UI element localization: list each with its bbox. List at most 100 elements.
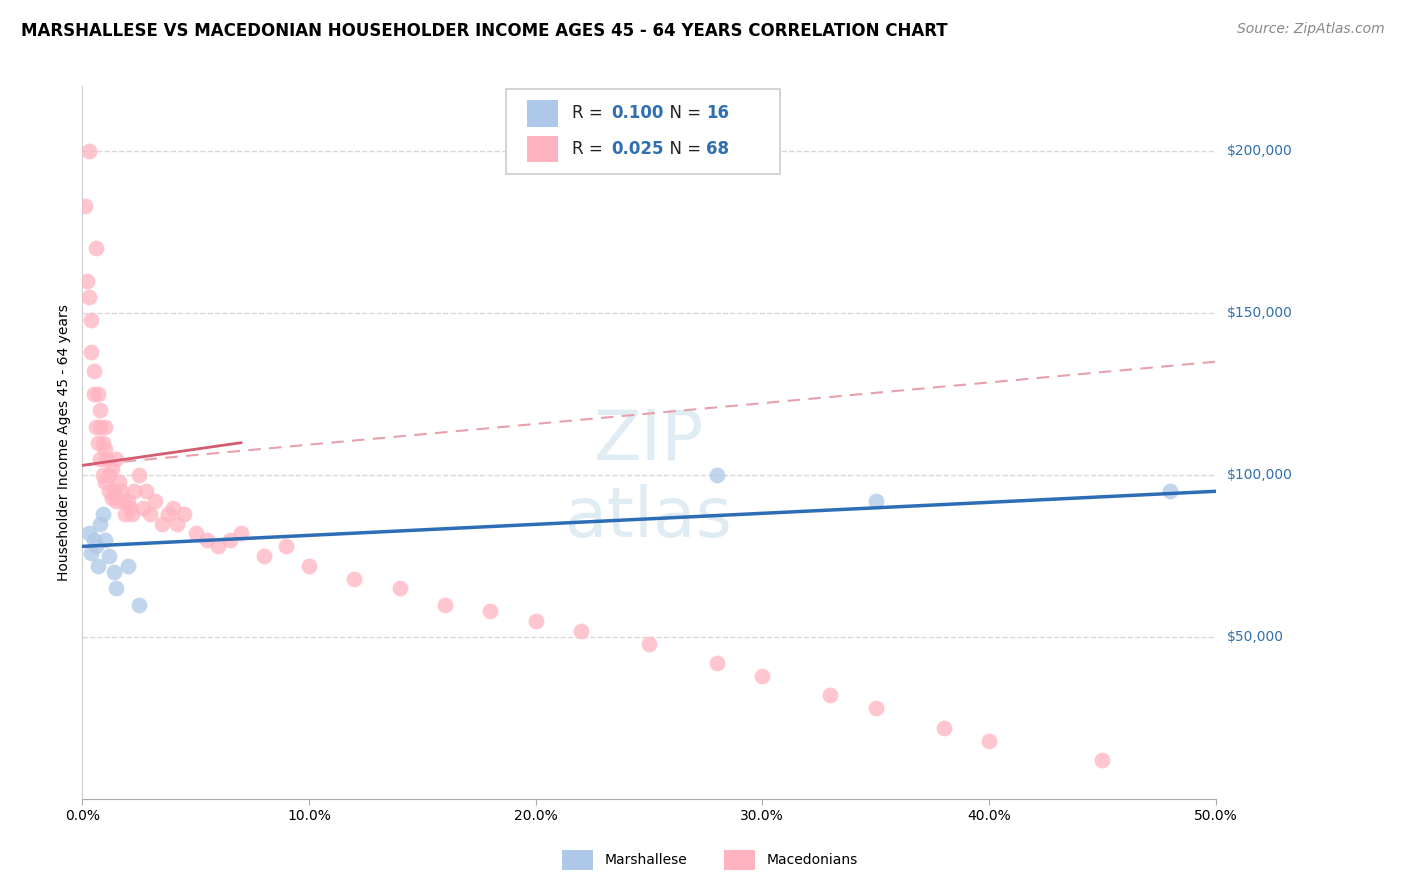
Text: 0.100: 0.100 [612, 104, 664, 122]
Point [139, 507, 162, 521]
Point [100, 491, 122, 505]
Point [91, 468, 114, 483]
Point [89, 516, 111, 531]
Point [105, 582, 128, 596]
Text: R =: R = [572, 104, 609, 122]
Text: Macedonians: Macedonians [766, 853, 858, 867]
Point [94, 419, 117, 434]
Point [1159, 484, 1181, 499]
Point [298, 558, 321, 573]
Point [207, 540, 229, 554]
Point [89, 403, 111, 417]
Point [80, 312, 103, 326]
Point [110, 484, 132, 499]
Point [820, 689, 842, 703]
Point [96, 451, 118, 466]
Point [977, 733, 1000, 747]
Point [569, 624, 592, 638]
Point [83, 364, 105, 378]
Point [166, 516, 188, 531]
Point [173, 507, 195, 521]
Text: $150,000: $150,000 [1226, 306, 1292, 320]
Point [751, 669, 773, 683]
Point [84, 540, 107, 554]
Point [105, 494, 128, 508]
Point [107, 475, 129, 489]
Point [157, 507, 180, 521]
Point [114, 507, 136, 521]
Point [865, 494, 887, 508]
Point [143, 494, 166, 508]
Point [103, 484, 125, 499]
Point [150, 516, 173, 531]
Point [184, 526, 207, 541]
Point [73, 199, 96, 213]
Point [706, 656, 728, 670]
Point [276, 540, 298, 554]
Point [112, 494, 135, 508]
Point [433, 598, 456, 612]
Point [1091, 753, 1114, 767]
Point [865, 701, 887, 715]
Point [135, 484, 157, 499]
Point [132, 500, 155, 515]
Point [84, 241, 107, 255]
Point [80, 546, 103, 560]
Point [195, 533, 218, 547]
Point [84, 419, 107, 434]
Point [98, 468, 121, 483]
Text: $50,000: $50,000 [1226, 630, 1284, 644]
Point [117, 558, 139, 573]
Text: Source: ZipAtlas.com: Source: ZipAtlas.com [1237, 22, 1385, 37]
Point [91, 435, 114, 450]
Point [638, 636, 661, 650]
Text: R =: R = [572, 140, 609, 158]
Point [162, 500, 184, 515]
Point [218, 533, 240, 547]
Point [118, 500, 141, 515]
Point [94, 442, 117, 457]
Point [343, 572, 366, 586]
Point [105, 451, 128, 466]
Point [121, 507, 143, 521]
Text: MARSHALLESE VS MACEDONIAN HOUSEHOLDER INCOME AGES 45 - 64 YEARS CORRELATION CHAR: MARSHALLESE VS MACEDONIAN HOUSEHOLDER IN… [21, 22, 948, 40]
Point [706, 468, 728, 483]
Point [103, 566, 125, 580]
Point [98, 549, 121, 563]
Point [87, 387, 110, 401]
Point [124, 484, 146, 499]
Point [89, 419, 111, 434]
Point [100, 461, 122, 475]
Text: N =: N = [659, 140, 707, 158]
Point [87, 435, 110, 450]
Point [98, 484, 121, 499]
Point [77, 526, 100, 541]
Point [524, 614, 547, 628]
Point [388, 582, 411, 596]
Point [83, 387, 105, 401]
Point [479, 604, 502, 618]
Point [80, 345, 103, 359]
Point [77, 144, 100, 158]
Point [128, 598, 150, 612]
Text: Marshallese: Marshallese [605, 853, 688, 867]
Point [117, 494, 139, 508]
Y-axis label: Householder Income Ages 45 - 64 years: Householder Income Ages 45 - 64 years [58, 304, 72, 582]
Point [94, 533, 117, 547]
Text: ZIP
atlas: ZIP atlas [565, 406, 733, 550]
Point [252, 549, 274, 563]
Point [76, 274, 98, 288]
Text: 0.025: 0.025 [612, 140, 664, 158]
Text: 68: 68 [706, 140, 728, 158]
Point [87, 558, 110, 573]
Text: $100,000: $100,000 [1226, 468, 1292, 482]
Text: $200,000: $200,000 [1226, 145, 1292, 158]
Point [83, 533, 105, 547]
Point [229, 526, 252, 541]
Point [94, 475, 117, 489]
Text: N =: N = [659, 104, 707, 122]
Point [128, 468, 150, 483]
Text: 16: 16 [706, 104, 728, 122]
Point [77, 290, 100, 304]
Point [91, 507, 114, 521]
